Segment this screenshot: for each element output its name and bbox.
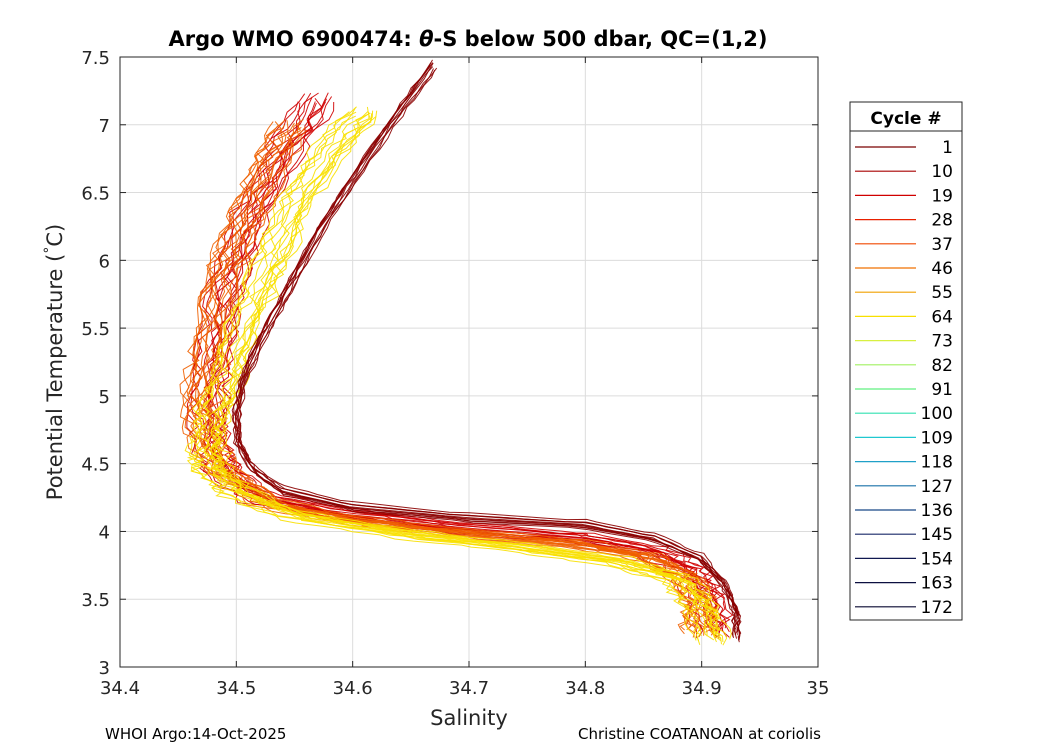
legend-title: Cycle #	[870, 109, 941, 129]
legend-label: 100	[921, 404, 953, 424]
legend-label: 10	[931, 162, 953, 182]
y-label-degree: °	[42, 247, 58, 254]
profile-line	[211, 113, 724, 643]
profile-line	[231, 64, 735, 637]
footer-right: Christine COATANOAN at coriolis	[578, 725, 821, 743]
y-label-part-2: C)	[43, 224, 67, 247]
legend-label: 163	[921, 574, 953, 594]
x-tick-label: 34.5	[216, 678, 256, 699]
x-tick-label: 34.8	[565, 678, 605, 699]
legend-label: 91	[931, 380, 953, 400]
profile-line	[238, 70, 742, 643]
legend-label: 127	[921, 477, 953, 497]
footer-left: WHOI Argo:14-Oct-2025	[105, 725, 287, 743]
legend-label: 19	[931, 186, 953, 206]
title-part-1: Argo WMO 6900474:	[168, 27, 419, 51]
legend-label: 154	[921, 549, 953, 569]
x-axis-label: Salinity	[430, 706, 508, 730]
legend-label: 73	[931, 332, 953, 352]
legend-label: 118	[921, 453, 953, 473]
legend-label: 46	[931, 259, 953, 279]
y-tick-label: 6.5	[81, 184, 110, 205]
legend-entries: 1 10 19 28 37 46 55 64 73 82 91 100 109 118 127 136 145 1…	[855, 138, 953, 618]
y-axis-label: Potential Temperature (°C)	[42, 224, 67, 500]
profile-line	[237, 67, 741, 641]
x-tick-label: 35	[807, 678, 830, 699]
y-tick-label: 5.5	[81, 319, 110, 340]
legend-label: 28	[931, 211, 953, 231]
chart-title: Argo WMO 6900474: θ-S below 500 dbar, QC…	[168, 27, 767, 51]
y-tick-label: 6	[99, 251, 110, 272]
axis-ticks: 34.4 34.5 34.6 34.7 34.8 34.9 35 3 3.5 4 4.5 5 5.5 6 6…	[81, 48, 829, 699]
y-tick-label: 7	[99, 116, 110, 137]
legend-label: 172	[921, 598, 953, 618]
legend-label: 109	[921, 428, 953, 448]
legend-label: 37	[931, 235, 953, 255]
x-tick-label: 34.6	[333, 678, 373, 699]
profile-line	[204, 112, 720, 643]
y-tick-label: 3	[99, 658, 110, 679]
series-layer	[179, 59, 742, 646]
legend: Cycle # 1 10 19 28 37 46 55 64 73 82 91 100 109 118 12…	[849, 101, 963, 621]
y-tick-label: 3.5	[81, 590, 110, 611]
legend-label: 145	[921, 525, 953, 545]
legend-label: 136	[921, 501, 953, 521]
profile-line	[214, 92, 727, 629]
profile-line	[214, 116, 728, 646]
profile-line	[206, 124, 718, 633]
profile-line	[203, 92, 715, 629]
legend-label: 1	[942, 138, 953, 158]
y-tick-label: 7.5	[81, 48, 110, 69]
y-tick-label: 4	[99, 522, 110, 543]
profile-line	[209, 129, 720, 639]
legend-label: 64	[931, 307, 953, 327]
title-theta: θ	[419, 27, 433, 51]
profile-line	[201, 123, 714, 633]
y-label-part-1: Potential Temperature (	[43, 254, 67, 501]
legend-label: 82	[931, 356, 953, 376]
profile-line	[236, 59, 740, 632]
title-part-2: -S below 500 dbar, QC=(1,2)	[434, 27, 768, 51]
x-tick-label: 34.9	[682, 678, 722, 699]
profile-line	[218, 110, 732, 640]
x-tick-label: 34.7	[449, 678, 489, 699]
x-tick-label: 34.4	[100, 678, 140, 699]
legend-label: 55	[931, 283, 953, 303]
profile-line	[197, 107, 708, 637]
profile-line	[184, 111, 697, 641]
y-tick-label: 4.5	[81, 455, 110, 476]
y-tick-label: 5	[99, 387, 110, 408]
profile-line	[188, 115, 702, 645]
